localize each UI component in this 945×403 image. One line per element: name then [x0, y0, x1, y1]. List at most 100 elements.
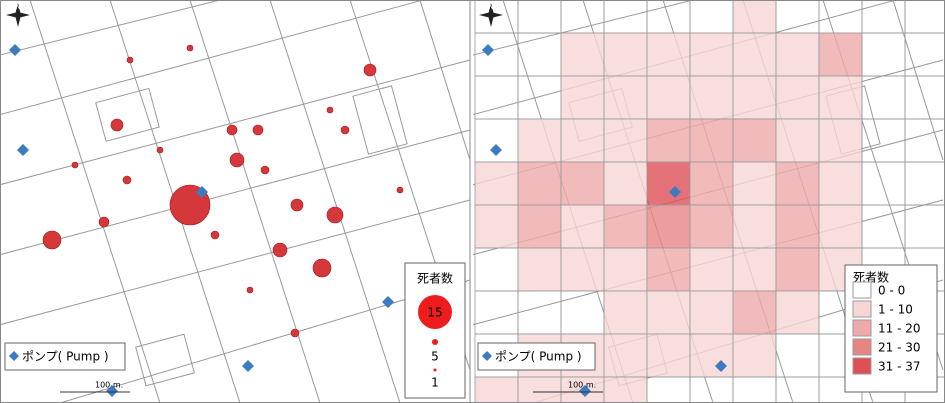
grid-cell: [732, 32, 777, 77]
scale-label: 100 m.: [95, 381, 123, 390]
grid-cell: [732, 376, 777, 403]
grid: [474, 0, 945, 403]
grid-cell: [474, 161, 519, 206]
grid-cell: [818, 161, 863, 206]
grid-cell: [775, 75, 820, 120]
grid-cell: [732, 204, 777, 249]
grid-cell: [517, 0, 562, 34]
left-panel: N 100 m. ポンプ( Pump ) 死者数 15 5 1: [0, 0, 471, 403]
grid-cell: [904, 75, 945, 120]
grid-cell: [775, 290, 820, 335]
grid-cell: [904, 204, 945, 249]
grid-cell: [517, 75, 562, 120]
grid-cell: [775, 247, 820, 292]
grid-cell: [560, 204, 605, 249]
grid-cell: [474, 247, 519, 292]
grid-cell: [517, 118, 562, 163]
grid-cell: [818, 75, 863, 120]
grid-cell: [517, 376, 562, 403]
grid-cell: [689, 32, 734, 77]
legend-swatch: [852, 338, 872, 356]
grid-cell: [861, 161, 906, 206]
grid-cell: [474, 204, 519, 249]
grid-cell: [818, 32, 863, 77]
grid-cell: [560, 0, 605, 34]
grid-cell: [603, 32, 648, 77]
grid-cell: [560, 161, 605, 206]
grid-cell: [646, 161, 691, 206]
grid-cell: [689, 161, 734, 206]
legend-size: 15: [427, 306, 442, 320]
grid-cell: [818, 204, 863, 249]
grid-cell: [517, 204, 562, 249]
grid-cell: [603, 376, 648, 403]
grid-cell: [603, 161, 648, 206]
grid-cell: [861, 32, 906, 77]
grid-cell: [904, 161, 945, 206]
grid-cell: [646, 290, 691, 335]
grid-cell: [904, 0, 945, 34]
grid-cell: [732, 290, 777, 335]
legend-swatch: [852, 357, 872, 375]
pump-legend: ポンプ( Pump ): [22, 350, 109, 364]
legend-title: 死者数: [853, 270, 889, 285]
legend-swatch: [852, 300, 872, 318]
north-label: N: [15, 3, 20, 11]
grid-cell: [646, 0, 691, 34]
grid-cell: [560, 32, 605, 77]
grid-cell: [689, 290, 734, 335]
grid-cell: [560, 75, 605, 120]
grid-cell: [732, 118, 777, 163]
grid-cell: [689, 75, 734, 120]
grid-cell: [517, 290, 562, 335]
grid-cell: [732, 333, 777, 378]
grid-cell: [775, 376, 820, 403]
grid-cell: [517, 32, 562, 77]
grid-cell: [732, 0, 777, 34]
grid-cell: [603, 0, 648, 34]
legend-label: 11 - 20: [878, 322, 921, 336]
scale-label: 100 m.: [568, 381, 596, 390]
grid-cell: [775, 118, 820, 163]
north-label: N: [488, 3, 493, 11]
grid-cell: [861, 118, 906, 163]
grid-cell: [603, 204, 648, 249]
grid-cell: [603, 333, 648, 378]
grid-cell: [689, 376, 734, 403]
legend-label: 1 - 10: [878, 303, 913, 317]
grid-cell: [474, 118, 519, 163]
legend-label: 0 - 0: [878, 284, 905, 298]
grid-cell: [603, 290, 648, 335]
grid-cell: [775, 333, 820, 378]
grid-cell: [861, 0, 906, 34]
grid-cell: [732, 161, 777, 206]
grid-cell: [775, 161, 820, 206]
legend-size: 1: [431, 376, 439, 390]
grid-cell: [474, 290, 519, 335]
grid-cell: [646, 32, 691, 77]
grid-cell: [818, 0, 863, 34]
grid-cell: [732, 75, 777, 120]
grid-cell: [474, 75, 519, 120]
grid-cell: [861, 75, 906, 120]
legend-label: 21 - 30: [878, 341, 921, 355]
legend-swatch: [852, 281, 872, 299]
size-legend: [404, 262, 466, 399]
legend-label: 31 - 37: [878, 360, 921, 374]
legend-title: 死者数: [417, 271, 453, 286]
grid-cell: [775, 204, 820, 249]
grid-cell: [603, 118, 648, 163]
grid-cell: [646, 247, 691, 292]
grid-cell: [517, 161, 562, 206]
grid-cell: [689, 247, 734, 292]
pump-legend: ポンプ( Pump ): [495, 350, 582, 364]
grid-cell: [646, 75, 691, 120]
legend-swatch: [852, 319, 872, 337]
grid-cell: [560, 290, 605, 335]
grid-cell: [775, 32, 820, 77]
grid-cell: [560, 118, 605, 163]
right-panel: N 100 m. ポンプ( Pump ) 死者数 0 - 0 1 - 10 11 -…: [473, 0, 945, 403]
grid-cell: [474, 376, 519, 403]
